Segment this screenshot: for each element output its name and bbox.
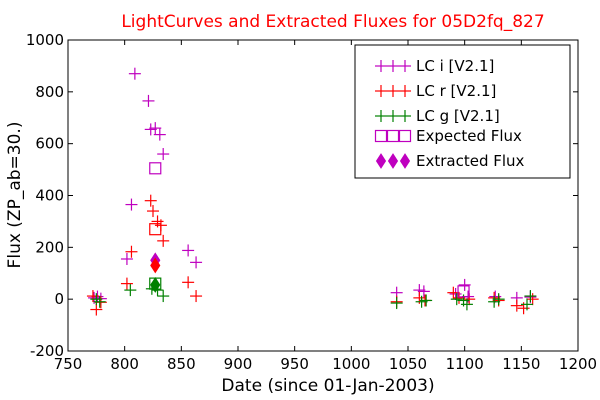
x-tick-label: 1050	[389, 355, 427, 373]
data-point-plus	[420, 294, 433, 307]
data-point-plus	[142, 94, 155, 107]
data-point-plus	[157, 234, 170, 247]
x-tick-label: 750	[54, 355, 83, 373]
legend-label-expected-flux: Expected Flux	[416, 127, 522, 145]
legend-label-lc-g: LC g [V2.1]	[416, 107, 500, 125]
data-point-plus	[190, 290, 203, 303]
legend-marker-plus	[375, 60, 387, 72]
series-4	[150, 252, 161, 293]
legend-label-lc-r: LC r [V2.1]	[416, 82, 496, 100]
chart-title: LightCurves and Extracted Fluxes for 05D…	[121, 12, 544, 32]
legend-marker-plus	[387, 85, 399, 97]
data-point-plus	[157, 290, 170, 303]
data-point-plus	[526, 293, 539, 306]
x-tick-label: 900	[224, 355, 253, 373]
y-tick-label: 1000	[26, 31, 64, 49]
legend-label-lc-i: LC i [V2.1]	[416, 57, 494, 75]
data-point-plus	[492, 293, 505, 306]
x-tick-label: 850	[167, 355, 196, 373]
data-point-plus	[182, 276, 195, 289]
y-tick-label: 800	[35, 83, 64, 101]
y-tick-label: 600	[35, 135, 64, 153]
y-tick-label: 400	[35, 187, 64, 205]
data-point-plus	[124, 284, 137, 297]
data-point-diamond	[150, 257, 161, 274]
data-point-square	[457, 285, 470, 298]
legend-marker-plus	[399, 110, 411, 122]
legend-marker-plus	[375, 110, 387, 122]
data-point-plus	[128, 67, 141, 80]
legend-label-extracted-flux: Extracted Flux	[416, 152, 525, 170]
x-tick-label: 1150	[502, 355, 540, 373]
data-point-diamond	[150, 276, 161, 293]
legend-marker-square	[386, 129, 400, 143]
legend-marker-plus	[399, 60, 411, 72]
data-point-plus	[450, 293, 463, 306]
data-point-plus	[149, 122, 162, 135]
data-point-plus	[153, 128, 166, 141]
data-point-plus	[93, 295, 106, 308]
x-tick-label: 1000	[332, 355, 370, 373]
data-point-plus	[120, 252, 133, 265]
data-point-plus	[524, 290, 537, 303]
data-point-plus	[144, 194, 157, 207]
legend-marker-square	[398, 129, 412, 143]
data-point-plus	[147, 205, 159, 218]
x-tick-label: 1100	[446, 355, 484, 373]
data-point-plus	[125, 245, 138, 258]
y-tick-label: 0	[54, 290, 64, 308]
data-point-plus	[447, 286, 460, 299]
data-point-plus	[521, 298, 533, 311]
legend-box	[354, 44, 571, 179]
data-point-square	[149, 162, 162, 175]
data-point-plus	[90, 303, 103, 316]
data-point-plus	[90, 293, 103, 306]
data-point-plus	[125, 198, 138, 211]
data-point-plus	[182, 244, 195, 257]
legend-marker-plus	[375, 85, 387, 97]
data-point-plus	[390, 297, 403, 310]
tick-layer: 750 800 850 900 950 1000 1050 1100 1150 1200 -200 0…	[26, 31, 597, 373]
y-tick-label: -200	[30, 342, 64, 360]
legend-marker-diamond	[387, 153, 399, 169]
data-point-plus	[460, 298, 473, 311]
x-tick-label: 800	[110, 355, 139, 373]
data-point-plus	[510, 299, 523, 312]
data-point-plus	[120, 277, 133, 290]
y-axis-label: Flux (ZP_ab=30.)	[5, 122, 25, 269]
data-point-plus	[190, 256, 203, 269]
legend: LC i [V2.1] LC r [V2.1] LC g [V2.1] Expe…	[354, 44, 571, 179]
legend-marker-diamond	[399, 153, 411, 169]
x-tick-label: 1200	[559, 355, 597, 373]
data-point-plus	[458, 278, 471, 291]
data-point-plus	[157, 148, 170, 161]
series-layer	[86, 67, 539, 316]
x-tick-label: 950	[280, 355, 309, 373]
data-point-plus	[417, 285, 430, 298]
x-axis-label: Date (since 01-Jan-2003)	[221, 376, 434, 396]
data-point-square	[149, 223, 162, 236]
plot-frame	[67, 39, 579, 352]
legend-marker-plus	[387, 110, 399, 122]
y-tick-label: 200	[35, 238, 64, 256]
legend-marker-plus	[387, 60, 399, 72]
legend-markers	[374, 60, 412, 169]
legend-marker-square	[374, 129, 388, 143]
legend-marker-diamond	[375, 153, 387, 169]
legend-marker-plus	[399, 85, 411, 97]
